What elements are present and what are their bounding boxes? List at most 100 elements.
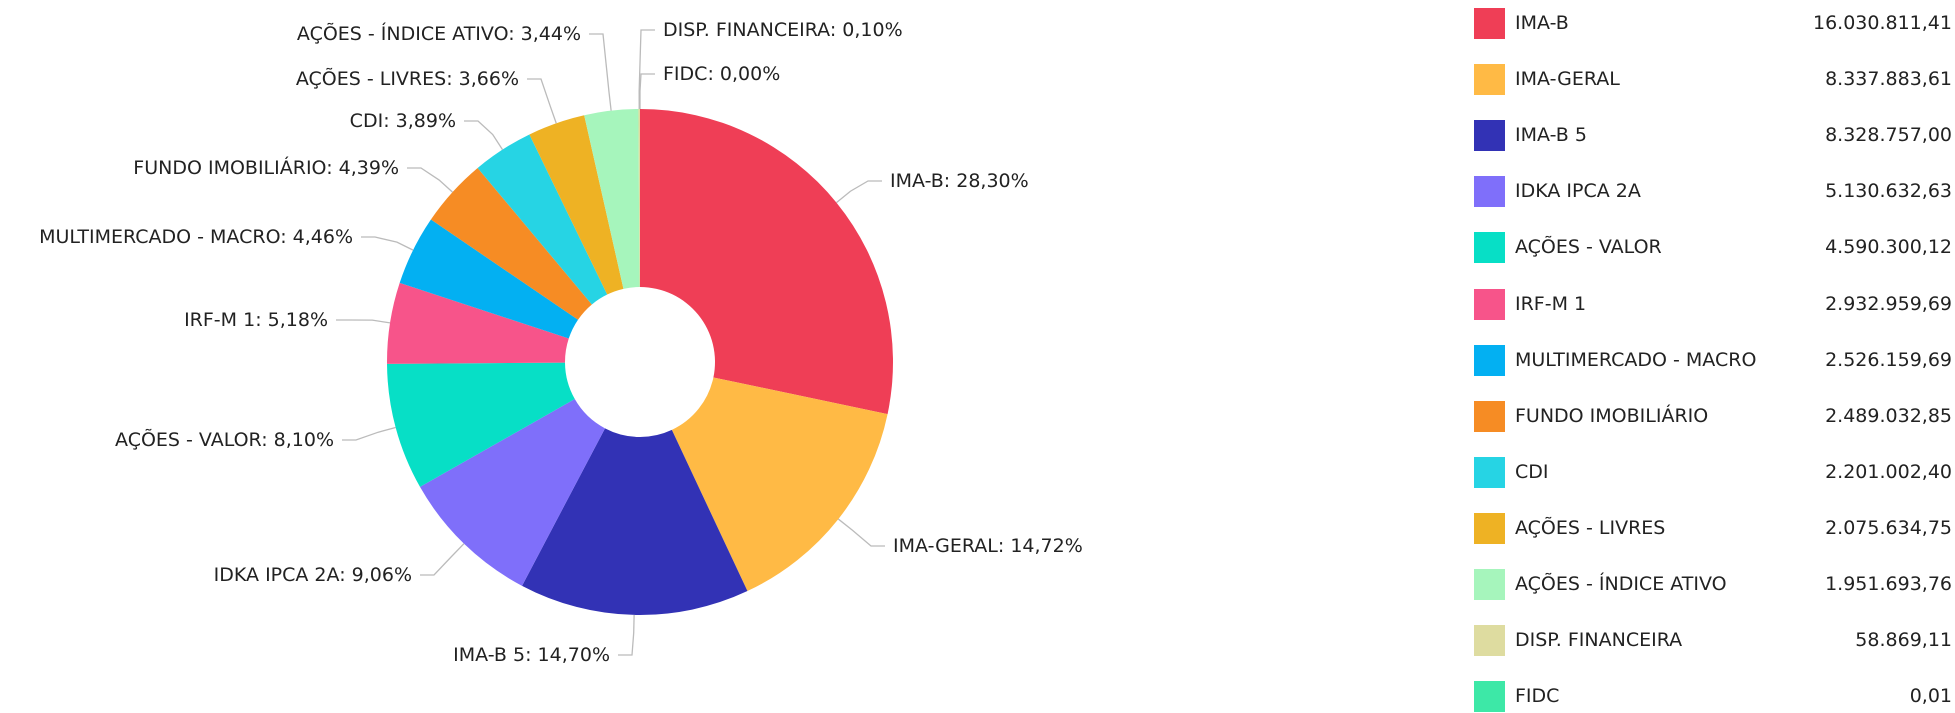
leader-line — [336, 319, 391, 324]
slice-name: AÇÕES - LIVRES — [296, 68, 459, 90]
pie-slice — [671, 377, 888, 592]
pie-slice — [387, 282, 569, 364]
legend-item: AÇÕES - LIVRES 2.075.634,75 — [1474, 512, 1952, 545]
pie-slice — [430, 167, 592, 320]
slice-value: 28,30% — [956, 170, 1029, 192]
slice-value: 3,66% — [458, 68, 519, 90]
legend-item: IDKA IPCA 2A 5.130.632,63 — [1474, 176, 1952, 208]
legend-item: IMA-GERAL 8.337.883,61 — [1474, 64, 1952, 96]
slice-name: FIDC — [663, 63, 720, 85]
leader-line — [837, 518, 885, 547]
legend-item: AÇÕES - VALOR 4.590.300,12 — [1474, 232, 1952, 264]
slice-value: 9,06% — [351, 564, 412, 586]
legend-item: IRF-M 1 2.932.959,69 — [1474, 288, 1952, 321]
legend-swatch — [1474, 232, 1505, 264]
leader-line — [464, 120, 504, 150]
slice-label: IMA-B28,30% — [890, 170, 1029, 192]
legend-swatch — [1474, 288, 1505, 320]
legend-item: DISP. FINANCEIRA 58.869,11 — [1474, 625, 1952, 657]
slice-label: IMA-GERAL14,72% — [893, 535, 1083, 557]
slice-label: MULTIMERCADO - MACRO4,46% — [39, 226, 353, 248]
legend-label: FIDC — [1515, 685, 1560, 708]
legend-amount: 8.337.883,61 — [1825, 68, 1952, 91]
legend-swatch — [1474, 120, 1505, 152]
legend-swatch — [1474, 569, 1505, 600]
legend-item: FIDC 0,01 — [1474, 681, 1952, 713]
slice-name: IRF-M 1 — [184, 309, 268, 331]
legend-item: IMA-B 16.030.811,41 — [1474, 8, 1952, 40]
legend-amount: 16.030.811,41 — [1812, 12, 1952, 34]
slice-name: MULTIMERCADO - MACRO — [39, 226, 293, 248]
legend-swatch — [1474, 344, 1505, 376]
leader-line — [361, 236, 414, 251]
legend-label: CDI — [1515, 460, 1549, 483]
pie-slice — [584, 109, 640, 289]
slice-label: AÇÕES - VALOR8,10% — [115, 429, 334, 451]
legend-swatch — [1474, 512, 1505, 544]
legend-label: IDKA IPCA 2A — [1515, 180, 1641, 203]
legend-label: DISP. FINANCEIRA — [1515, 629, 1683, 652]
slice-value: 3,44% — [520, 23, 581, 45]
legend-label: AÇÕES - VALOR — [1515, 236, 1662, 259]
leader-line — [342, 426, 396, 441]
legend-item: IMA-B 5 8.328.757,00 — [1474, 120, 1952, 152]
leader-line — [407, 167, 453, 193]
slice-label: FUNDO IMOBILIÁRIO4,39% — [133, 157, 399, 179]
legend-swatch — [1474, 64, 1505, 96]
legend-label: FUNDO IMOBILIÁRIO — [1515, 404, 1709, 427]
pie-slice — [387, 362, 575, 487]
legend-amount: 8.328.757,00 — [1825, 124, 1952, 147]
legend-amount: 2.075.634,75 — [1825, 516, 1952, 539]
legend-amount: 1.951.693,76 — [1825, 573, 1952, 595]
slice-value: 14,72% — [1010, 535, 1083, 557]
slice-value: 0,00% — [719, 63, 781, 85]
leader-line — [639, 73, 655, 109]
slice-value: 4,46% — [292, 226, 353, 248]
leader-line — [638, 29, 655, 110]
slice-label: AÇÕES - ÍNDICE ATIVO3,44% — [297, 23, 581, 45]
slice-name: DISP. FINANCEIRA — [663, 19, 842, 41]
legend-label: IMA-B — [1515, 12, 1569, 34]
legend-amount: 2.526.159,69 — [1825, 348, 1952, 371]
slice-name: IDKA IPCA 2A — [214, 564, 352, 586]
leader-line — [836, 180, 882, 204]
legend-amount: 2.489.032,85 — [1825, 404, 1952, 427]
slice-name: CDI — [350, 110, 396, 132]
leader-line — [589, 33, 612, 111]
slice-value: 0,10% — [842, 19, 903, 41]
legend-amount: 2.932.959,69 — [1825, 292, 1952, 315]
slice-label: IDKA IPCA 2A9,06% — [214, 564, 412, 586]
legend-label: MULTIMERCADO - MACRO — [1515, 348, 1757, 371]
slice-name: FUNDO IMOBILIÁRIO — [133, 157, 338, 179]
slice-value: 3,89% — [395, 110, 456, 132]
slice-label: AÇÕES - LIVRES3,66% — [296, 68, 519, 90]
slice-label: DISP. FINANCEIRA0,10% — [663, 19, 903, 41]
legend-swatch — [1474, 176, 1505, 208]
slice-name: AÇÕES - VALOR — [115, 429, 274, 451]
legend-swatch — [1474, 625, 1505, 657]
legend-swatch — [1474, 681, 1505, 713]
slice-name: IMA-B 5 — [453, 644, 537, 666]
pie-slice — [522, 428, 748, 615]
legend-amount: 4.590.300,12 — [1825, 236, 1952, 259]
leader-line — [618, 614, 635, 656]
legend-label: AÇÕES - LIVRES — [1515, 516, 1666, 539]
slice-value: 8,10% — [273, 429, 334, 451]
legend-label: IMA-B 5 — [1515, 124, 1587, 147]
slice-label: CDI3,89% — [350, 110, 456, 132]
legend-swatch — [1474, 8, 1505, 39]
slice-value: 14,70% — [537, 644, 610, 666]
slice-name: IMA-GERAL — [893, 535, 1010, 557]
legend-item: FUNDO IMOBILIÁRIO 2.489.032,85 — [1474, 400, 1952, 433]
legend-item: AÇÕES - ÍNDICE ATIVO 1.951.693,76 — [1474, 569, 1952, 601]
slice-label: IRF-M 15,18% — [184, 309, 328, 331]
legend-swatch — [1474, 400, 1505, 432]
slice-value: 5,18% — [267, 309, 328, 331]
slice-name: AÇÕES - ÍNDICE ATIVO — [297, 23, 521, 45]
slice-name: IMA-B — [890, 170, 956, 192]
pie-slice — [477, 134, 608, 305]
legend-item: MULTIMERCADO - MACRO 2.526.159,69 — [1474, 344, 1952, 377]
